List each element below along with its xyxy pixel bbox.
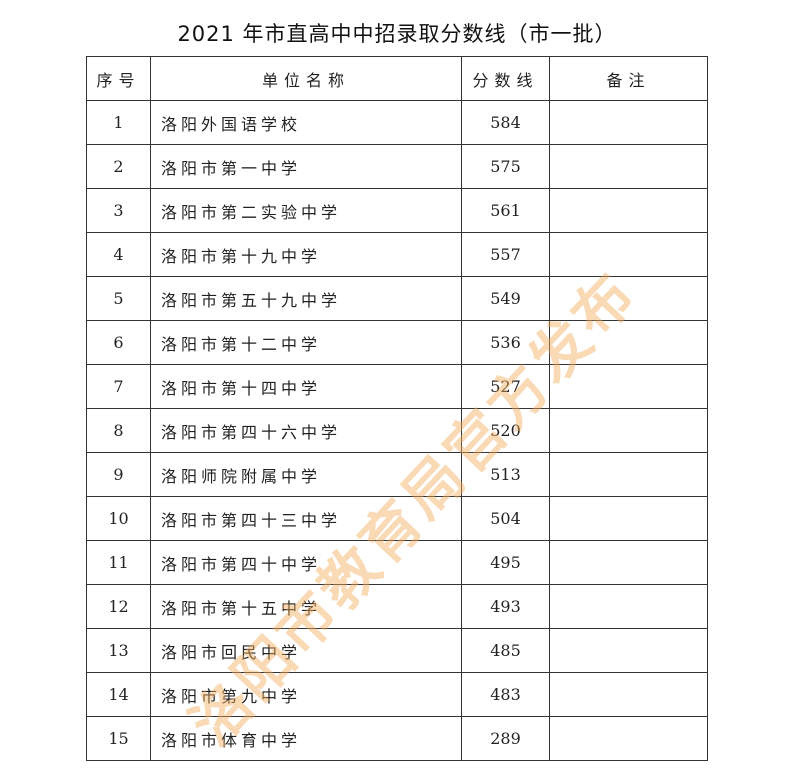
row-number: 10: [86, 496, 151, 541]
score: 504: [461, 496, 550, 541]
row-number: 2: [86, 144, 151, 189]
table-row: 2 洛阳市第一中学 575: [86, 144, 708, 189]
score: 493: [461, 584, 550, 629]
note: [549, 320, 708, 365]
note: [549, 496, 708, 541]
table-row: 15 洛阳市体育中学 289: [86, 716, 708, 761]
note: [549, 188, 708, 233]
score: 495: [461, 540, 550, 585]
table-row: 5 洛阳市第五十九中学 549: [86, 276, 708, 321]
school-name: 洛阳市第四十三中学: [150, 496, 462, 541]
school-name: 洛阳市第十五中学: [150, 584, 462, 629]
row-number: 3: [86, 188, 151, 233]
school-name: 洛阳市第一中学: [150, 144, 462, 189]
row-number: 4: [86, 232, 151, 277]
note: [549, 540, 708, 585]
row-number: 5: [86, 276, 151, 321]
school-name: 洛阳市第十二中学: [150, 320, 462, 365]
score: 289: [461, 716, 550, 761]
row-number: 6: [86, 320, 151, 365]
score: 584: [461, 100, 550, 145]
note: [549, 628, 708, 673]
note: [549, 452, 708, 497]
table-row: 14 洛阳市第九中学 483: [86, 672, 708, 717]
school-name: 洛阳市回民中学: [150, 628, 462, 673]
score: 485: [461, 628, 550, 673]
row-number: 15: [86, 716, 151, 761]
header-no: 序号: [86, 56, 151, 101]
score: 549: [461, 276, 550, 321]
note: [549, 408, 708, 453]
score-table: 序号 单位名称 分数线 备注 1 洛阳外国语学校 584 2 洛阳市第一中学 575 3 洛阳…: [86, 56, 708, 761]
row-number: 1: [86, 100, 151, 145]
table-row: 3 洛阳市第二实验中学 561: [86, 188, 708, 233]
score: 513: [461, 452, 550, 497]
note: [549, 584, 708, 629]
score: 520: [461, 408, 550, 453]
school-name: 洛阳市第十九中学: [150, 232, 462, 277]
school-name: 洛阳师院附属中学: [150, 452, 462, 497]
row-number: 9: [86, 452, 151, 497]
note: [549, 144, 708, 189]
row-number: 14: [86, 672, 151, 717]
table-header-row: 序号 单位名称 分数线 备注: [86, 56, 708, 101]
row-number: 12: [86, 584, 151, 629]
school-name: 洛阳市第九中学: [150, 672, 462, 717]
table-row: 12 洛阳市第十五中学 493: [86, 584, 708, 629]
school-name: 洛阳外国语学校: [150, 100, 462, 145]
score: 536: [461, 320, 550, 365]
row-number: 8: [86, 408, 151, 453]
table-row: 4 洛阳市第十九中学 557: [86, 232, 708, 277]
score: 575: [461, 144, 550, 189]
table-row: 13 洛阳市回民中学 485: [86, 628, 708, 673]
table-row: 6 洛阳市第十二中学 536: [86, 320, 708, 365]
table-row: 9 洛阳师院附属中学 513: [86, 452, 708, 497]
row-number: 7: [86, 364, 151, 409]
note: [549, 232, 708, 277]
school-name: 洛阳市体育中学: [150, 716, 462, 761]
page-title: 2021 年市直高中中招录取分数线（市一批）: [177, 22, 617, 46]
school-name: 洛阳市第四十六中学: [150, 408, 462, 453]
school-name: 洛阳市第二实验中学: [150, 188, 462, 233]
note: [549, 100, 708, 145]
header-note: 备注: [549, 56, 708, 101]
note: [549, 716, 708, 761]
score: 527: [461, 364, 550, 409]
note: [549, 672, 708, 717]
table-row: 8 洛阳市第四十六中学 520: [86, 408, 708, 453]
school-name: 洛阳市第四十中学: [150, 540, 462, 585]
header-score: 分数线: [461, 56, 550, 101]
table-row: 11 洛阳市第四十中学 495: [86, 540, 708, 585]
school-name: 洛阳市第十四中学: [150, 364, 462, 409]
note: [549, 276, 708, 321]
score: 561: [461, 188, 550, 233]
school-name: 洛阳市第五十九中学: [150, 276, 462, 321]
table-row: 1 洛阳外国语学校 584: [86, 100, 708, 145]
score: 483: [461, 672, 550, 717]
note: [549, 364, 708, 409]
score: 557: [461, 232, 550, 277]
table-row: 7 洛阳市第十四中学 527: [86, 364, 708, 409]
row-number: 11: [86, 540, 151, 585]
row-number: 13: [86, 628, 151, 673]
header-name: 单位名称: [150, 56, 462, 101]
table-row: 10 洛阳市第四十三中学 504: [86, 496, 708, 541]
